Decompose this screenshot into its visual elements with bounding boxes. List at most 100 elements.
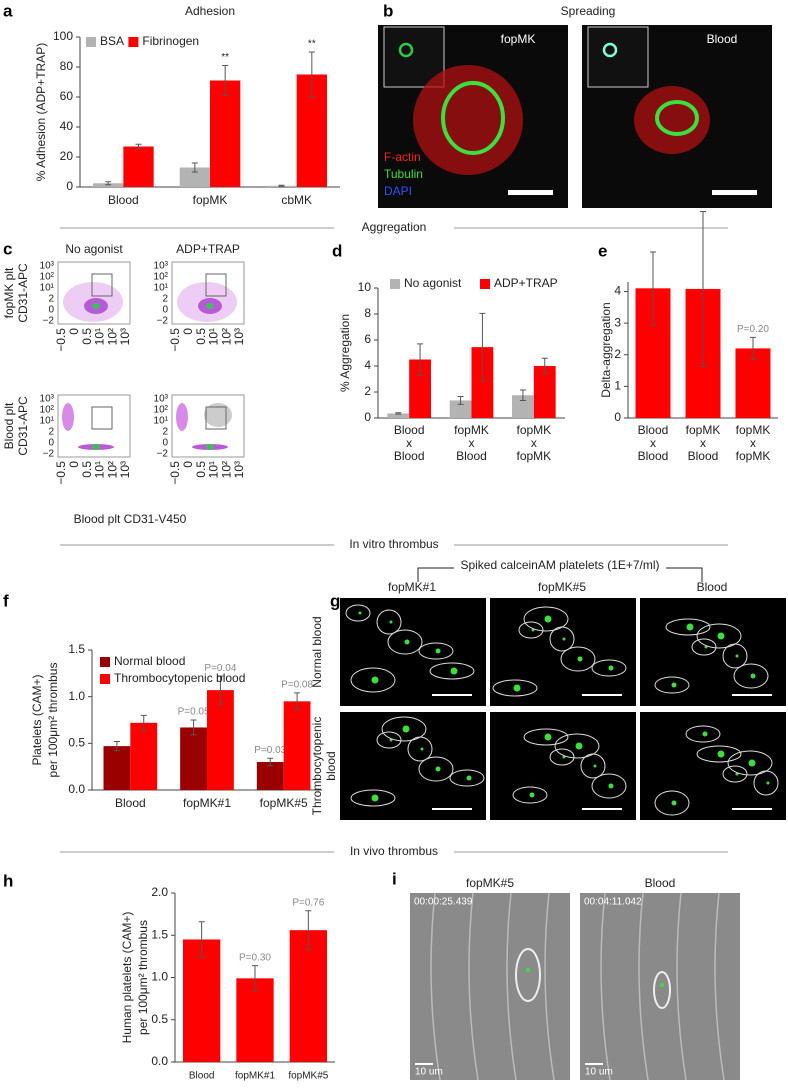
bar — [180, 727, 207, 790]
thrombus-outline — [449, 769, 485, 787]
flow-cloud — [204, 403, 232, 427]
y-tick-label: 4 — [614, 284, 621, 298]
x-tick-label: 0.5 — [80, 461, 94, 478]
thrombus-outline — [560, 646, 596, 672]
column-title: Blood — [697, 580, 728, 594]
thrombus-outline — [554, 733, 600, 759]
x-tick-label: fopMK — [686, 423, 721, 437]
bracket-label: Spiked calceinAM platelets (1E+7/ml) — [460, 558, 659, 572]
platelet — [371, 676, 379, 684]
scale-bar — [712, 190, 757, 195]
x-tick-label: 0 — [181, 328, 195, 335]
error-bar — [135, 143, 142, 150]
vessel-line — [638, 892, 649, 1081]
flow-cloud — [62, 403, 74, 431]
y-tick-label: 2 — [614, 347, 621, 361]
y-tick-label: 0 — [66, 179, 73, 193]
x-axis-label: Blood plt CD31-V450 — [74, 512, 187, 526]
x-tick-label: −0.5 — [54, 328, 68, 352]
y-tick-label: −2 — [43, 449, 55, 460]
bar — [256, 762, 284, 790]
platelet — [575, 742, 583, 750]
platelet — [593, 764, 597, 768]
timestamp: 00:04:11.042 — [584, 897, 642, 908]
thrombus-outline — [418, 756, 454, 782]
x-tick-label: Blood — [456, 449, 487, 463]
y-axis-label: CD31-APC — [16, 263, 30, 323]
flow-center — [92, 444, 100, 450]
panel-label: c — [3, 239, 12, 258]
x-tick-label: Blood — [115, 796, 146, 810]
thrombus-outline — [696, 745, 742, 763]
column-title: fopMK#1 — [388, 580, 436, 594]
inset-cell — [398, 42, 414, 58]
platelet — [660, 983, 664, 987]
y-tick-label: −2 — [43, 316, 55, 327]
y-tick-label: 2 — [48, 294, 54, 305]
legend-label: Fibrinogen — [142, 34, 199, 48]
flow-center — [92, 303, 100, 309]
x-tick-label: Blood — [394, 449, 425, 463]
x-tick-label: 10² — [219, 461, 233, 478]
y-tick-label: 10³ — [154, 261, 169, 272]
bar — [123, 146, 154, 187]
y-tick-label: −2 — [157, 316, 169, 327]
panel-label: f — [3, 591, 9, 610]
column-title: fopMK#5 — [538, 580, 586, 594]
platelet — [513, 684, 521, 692]
legend-swatch — [128, 37, 139, 47]
thrombus-outline — [350, 789, 396, 807]
vessel-line — [544, 892, 555, 1081]
separator-gap — [334, 843, 454, 861]
x-tick-label: fopMK — [736, 423, 771, 437]
thrombus-outline — [591, 773, 627, 799]
thrombus-outline — [387, 629, 423, 655]
scale-bar — [732, 694, 772, 696]
platelet — [466, 775, 472, 781]
x-tick-label: x — [750, 436, 756, 450]
x-tick-label: 0.5 — [194, 328, 208, 345]
scale-bar — [432, 808, 472, 810]
chart-title: Adhesion — [185, 4, 235, 18]
platelet — [608, 783, 614, 789]
panel-label: e — [598, 241, 607, 260]
gate — [205, 406, 227, 430]
y-tick-label: 0.0 — [151, 1054, 168, 1068]
bar — [409, 359, 431, 418]
error-bar — [140, 714, 147, 731]
vessel-line — [600, 892, 611, 1081]
panel-label: h — [3, 871, 13, 890]
y-axis-label: % Aggregation — [338, 314, 352, 392]
thrombus-outline — [549, 748, 575, 766]
y-axis-label: CD31-APC — [16, 396, 30, 456]
platelet — [435, 648, 441, 654]
bar — [207, 690, 234, 790]
x-tick-label: 10² — [105, 328, 119, 345]
annotation: P=0.30 — [239, 952, 271, 963]
scale-bar — [732, 808, 772, 810]
section-title: In vitro thrombus — [349, 537, 438, 551]
annotation: P=0.05 — [178, 707, 210, 718]
legend-swatch — [100, 657, 110, 667]
annotation: P=0.04 — [204, 663, 236, 674]
x-tick-label: x — [406, 436, 412, 450]
flow-center — [206, 444, 214, 450]
legend-swatch — [86, 37, 96, 47]
cell-tubulin — [441, 81, 505, 155]
y-tick-label: 10³ — [154, 394, 169, 405]
panel-title: Spreading — [561, 4, 616, 18]
annotation: P=0.03 — [254, 745, 286, 756]
platelet — [404, 639, 410, 645]
x-tick-label: −0.5 — [168, 328, 182, 352]
y-tick-label: −2 — [157, 449, 169, 460]
y-tick-label: 2 — [48, 427, 54, 438]
error-bar — [750, 336, 756, 360]
x-tick-label: −0.5 — [168, 461, 182, 485]
bar — [512, 395, 534, 418]
x-tick-label: 10¹ — [207, 461, 221, 478]
error-bar — [417, 343, 424, 376]
error-bar — [278, 184, 285, 187]
x-tick-label: fopMK#1 — [183, 796, 231, 810]
x-tick-label: Blood — [688, 449, 719, 463]
x-tick-label: fopMK — [736, 449, 771, 463]
